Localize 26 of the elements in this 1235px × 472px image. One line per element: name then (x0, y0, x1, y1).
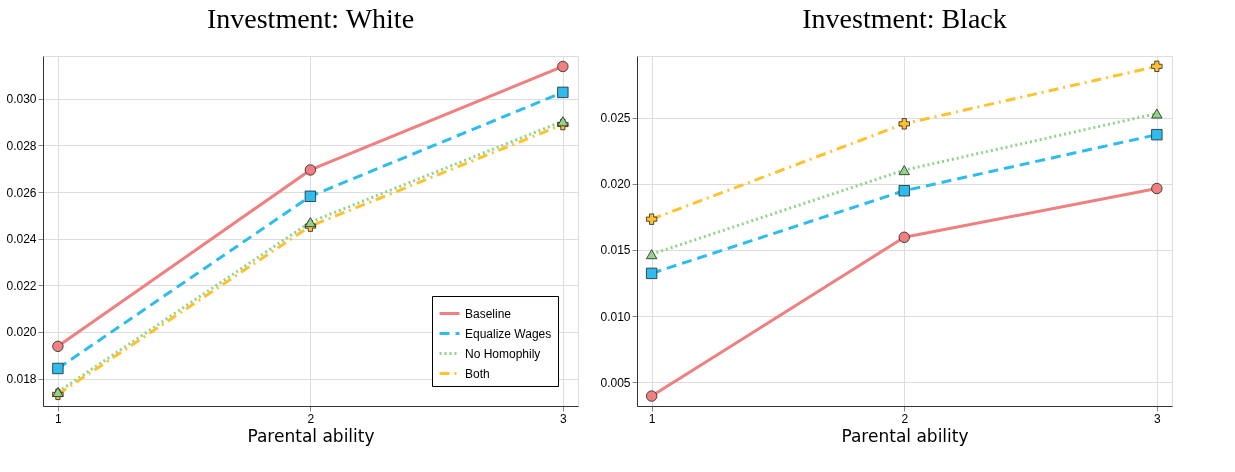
y-tick-label: 0.015 (600, 243, 631, 258)
x-tick-label: 1 (55, 411, 63, 426)
x-axis-title: Parental ability (247, 425, 375, 446)
y-tick-label: 0.005 (600, 375, 631, 390)
y-tick-label: 0.022 (6, 278, 37, 293)
y-tick-label: 0.030 (6, 92, 37, 107)
y-tick-label: 0.010 (600, 309, 631, 324)
x-tick-label: 3 (560, 411, 568, 426)
chart-title: Investment: White (206, 3, 415, 34)
y-tick-label: 0.020 (6, 325, 37, 340)
x-tick-label: 2 (307, 411, 315, 426)
x-tick-label: 1 (648, 411, 656, 426)
y-tick-label: 0.024 (6, 232, 37, 247)
y-tick-label: 0.025 (600, 111, 631, 126)
legend-label: No Homophily (465, 346, 541, 361)
legend-label: Baseline (465, 306, 512, 321)
x-tick-label: 3 (1154, 411, 1161, 426)
y-tick-label: 0.026 (6, 185, 37, 200)
legend-label: Both (465, 366, 490, 381)
chart-title: Investment: Black (802, 3, 1007, 34)
x-tick-label: 2 (901, 411, 909, 426)
y-tick-label: 0.028 (6, 138, 37, 153)
x-axis-title: Parental ability (841, 425, 969, 446)
y-tick-label: 0.020 (600, 177, 631, 192)
y-tick-label: 0.018 (6, 372, 37, 386)
legend-label: Equalize Wages (465, 326, 552, 341)
